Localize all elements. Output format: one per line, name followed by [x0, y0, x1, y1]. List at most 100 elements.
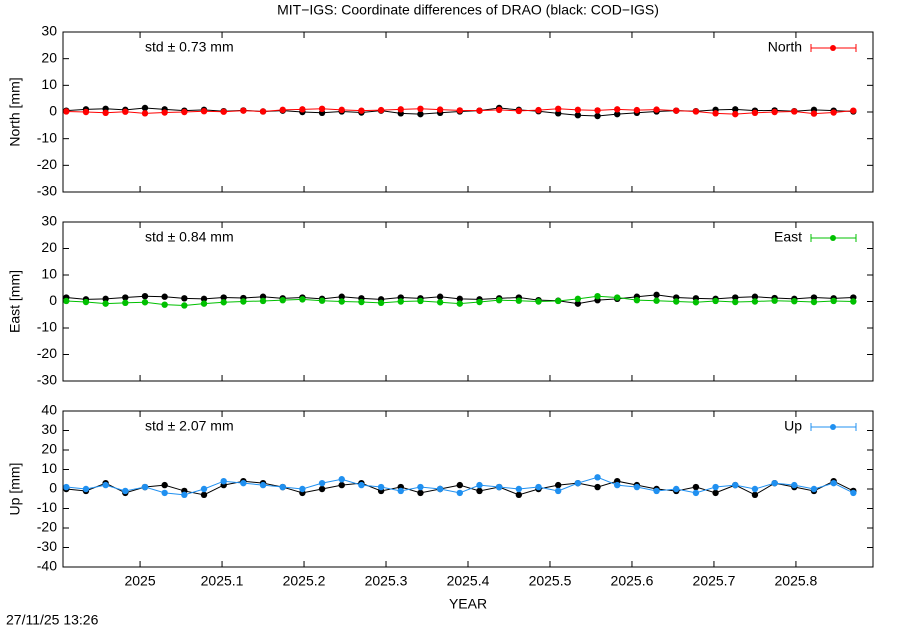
point: [102, 300, 109, 307]
annotation: std ± 0.84 mm: [145, 229, 234, 245]
point: [515, 485, 523, 493]
point: [732, 110, 739, 118]
point: [594, 474, 601, 481]
point: [554, 297, 562, 305]
y-tick-label: 0: [49, 480, 57, 496]
point: [633, 106, 641, 114]
y-tick-label: 30: [41, 23, 57, 39]
point: [259, 481, 267, 489]
point: [751, 109, 759, 117]
point: [259, 297, 267, 305]
y-tick-label: -10: [37, 499, 57, 515]
legend-label: North: [768, 39, 802, 55]
point: [397, 487, 404, 495]
point: [436, 485, 444, 493]
x-tick-label: 2025: [124, 573, 155, 589]
point: [515, 107, 523, 115]
point: [102, 295, 109, 303]
point: [653, 487, 660, 495]
point: [82, 485, 90, 493]
point: [318, 105, 326, 113]
point: [181, 491, 188, 499]
point: [594, 483, 601, 491]
legend-label: Up: [784, 418, 802, 434]
point: [456, 481, 464, 489]
point: [161, 301, 168, 308]
point: [397, 298, 404, 305]
point: [200, 300, 208, 307]
y-axis-title: Up [mm]: [7, 463, 23, 516]
point: [692, 483, 700, 491]
x-tick-label: 2025.6: [611, 573, 654, 589]
point: [574, 112, 582, 119]
point: [554, 110, 562, 117]
point: [574, 295, 582, 303]
point: [417, 110, 424, 118]
point: [161, 489, 168, 497]
point: [417, 483, 424, 491]
plot-frame: [62, 31, 874, 193]
point: [279, 296, 286, 304]
y-tick-label: 10: [41, 76, 57, 92]
point: [495, 106, 503, 114]
point: [751, 298, 759, 305]
point: [436, 293, 444, 300]
point: [122, 294, 129, 301]
point: [456, 295, 464, 303]
point: [653, 106, 660, 113]
point: [200, 108, 208, 115]
point: [830, 297, 837, 305]
point: [259, 108, 267, 115]
point: [810, 294, 818, 301]
y-tick-label: -20: [37, 345, 57, 361]
point: [830, 109, 837, 116]
y-tick-label: -20: [37, 156, 57, 172]
x-tick-label: 2025.8: [775, 573, 818, 589]
point: [436, 106, 444, 113]
point: [377, 106, 385, 114]
legend-label: East: [774, 229, 802, 245]
annotation: std ± 0.73 mm: [145, 39, 234, 55]
x-axis-title: YEAR: [449, 596, 487, 612]
point: [751, 293, 759, 300]
legend-swatch: [830, 235, 836, 241]
point: [63, 297, 70, 305]
point: [279, 483, 286, 491]
point: [751, 491, 759, 499]
point: [338, 106, 345, 114]
y-tick-label: 10: [41, 266, 57, 282]
point: [495, 483, 503, 491]
point: [299, 106, 306, 113]
point: [692, 299, 700, 306]
point: [358, 298, 365, 306]
point: [299, 485, 306, 493]
point: [495, 296, 503, 304]
y-axis-title: North [mm]: [7, 77, 23, 146]
point: [220, 108, 227, 115]
y-tick-label: 0: [49, 103, 57, 119]
chart-title: MIT−IGS: Coordinate differences of DRAO …: [277, 2, 659, 18]
point: [417, 105, 424, 113]
y-tick-label: 20: [41, 239, 57, 255]
timestamp: 27/11/25 13:26: [6, 612, 99, 628]
point: [732, 481, 739, 489]
x-tick-label: 2025.1: [201, 573, 244, 589]
x-tick-label: 2025.7: [693, 573, 736, 589]
point: [476, 298, 483, 306]
point: [732, 106, 739, 113]
point: [771, 479, 778, 487]
point: [810, 485, 818, 493]
point: [240, 479, 247, 487]
y-tick-label: -20: [37, 519, 57, 535]
y-tick-label: 10: [41, 460, 57, 476]
point: [200, 491, 208, 499]
x-tick-label: 2025.3: [365, 573, 408, 589]
point: [338, 298, 345, 305]
point: [594, 107, 601, 114]
point: [82, 298, 90, 306]
point: [771, 108, 778, 116]
point: [338, 481, 345, 489]
point: [456, 489, 464, 497]
point: [476, 487, 483, 495]
